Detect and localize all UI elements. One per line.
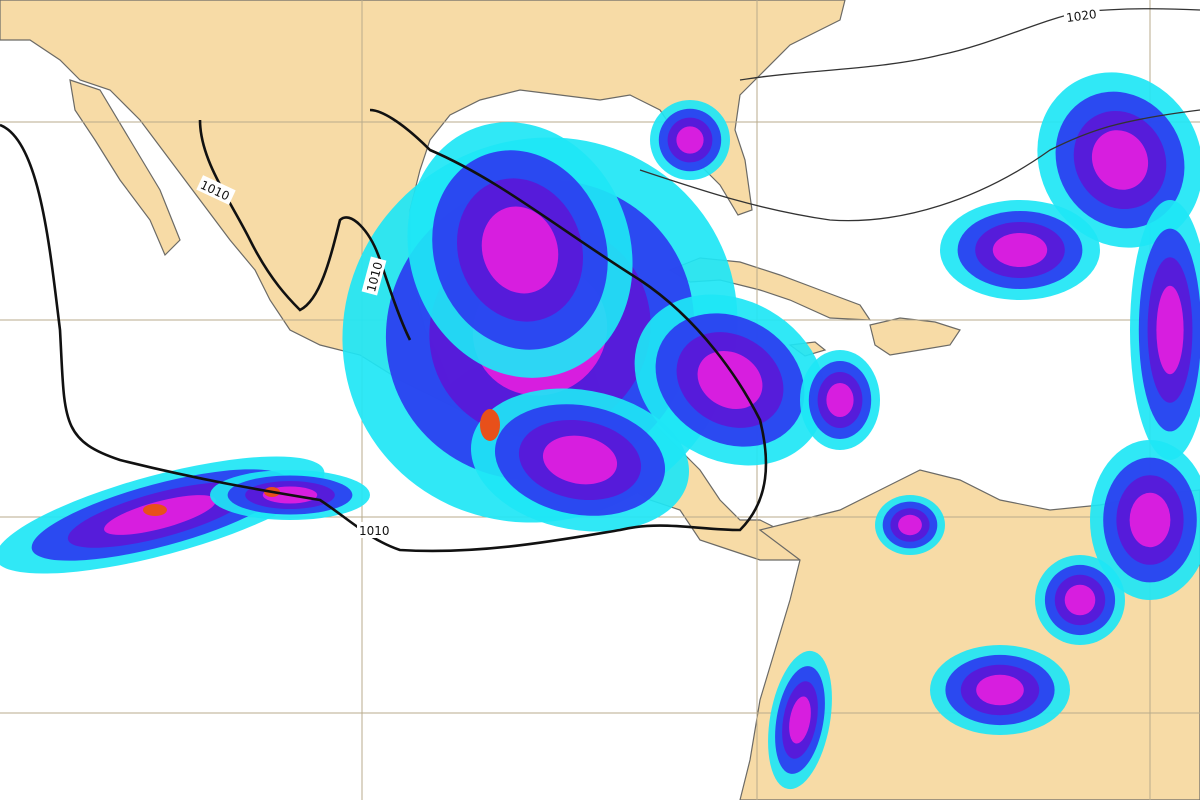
precipitation-field: [0, 72, 1200, 790]
precip-band-3: [992, 233, 1048, 267]
isobar-1020: [739, 8, 1200, 81]
precip-band-3: [1064, 584, 1096, 616]
precip-band-3: [676, 126, 704, 154]
isobar-1010-west: [0, 108, 768, 553]
hispaniola: [869, 317, 961, 356]
isobar-1015: [639, 109, 1200, 222]
precip-band-3: [789, 696, 811, 744]
isobar-label: 1020: [1065, 7, 1097, 25]
precip-band-3: [976, 674, 1024, 706]
baja-california: [69, 79, 181, 257]
precip-band-3: [1129, 492, 1171, 548]
precip-band-3: [481, 206, 559, 294]
isobars: 1010 1010 1010 1020: [0, 4, 1200, 553]
precip-band-3: [1091, 130, 1149, 190]
precip-extreme-core: [480, 409, 500, 441]
isobar-label: 1010: [359, 524, 390, 538]
precip-band-3: [542, 435, 618, 485]
precip-extreme-core: [143, 504, 167, 516]
precip-band-3: [898, 514, 922, 536]
precip-band-3: [826, 383, 854, 417]
precip-band-3: [1156, 285, 1184, 375]
